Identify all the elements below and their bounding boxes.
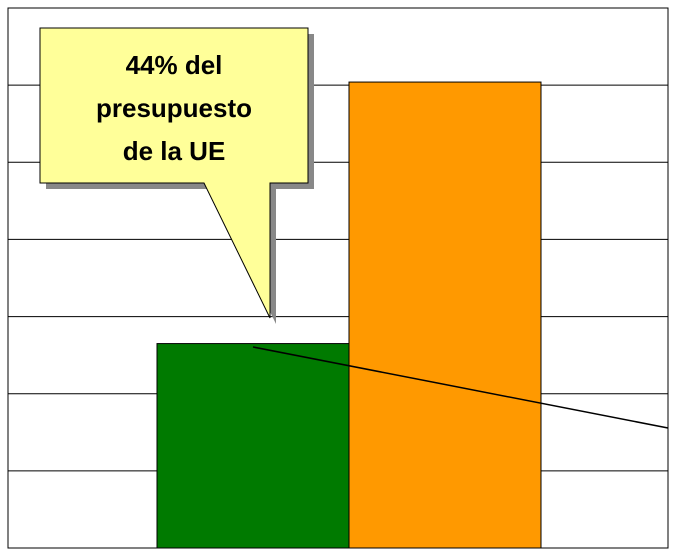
grid — [8, 7, 668, 549]
bar — [156, 343, 350, 549]
bars — [156, 81, 542, 549]
annotation-line: 44% del — [126, 50, 223, 80]
trend-line — [252, 346, 669, 429]
annotation-line: de la UE — [123, 136, 226, 166]
callout: 44% del presupuesto de la UE — [39, 27, 314, 324]
callout-box — [39, 27, 309, 319]
bar — [348, 81, 542, 549]
annotation-line: presupuesto — [96, 93, 252, 123]
